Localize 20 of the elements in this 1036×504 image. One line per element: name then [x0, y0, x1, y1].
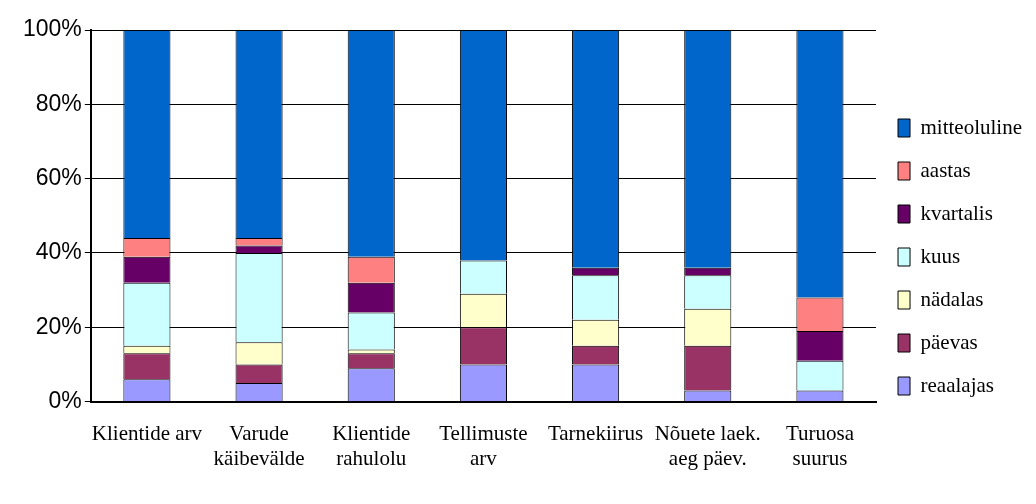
- x-tick-label: Tarnekiirus: [547, 420, 644, 445]
- legend-label: reaalajas: [920, 372, 994, 397]
- legend-label: kuus: [920, 243, 961, 268]
- y-tick-label: 100%: [23, 15, 82, 42]
- legend-label: päevas: [920, 329, 978, 354]
- x-tick-label: Klientide rahulolu: [332, 420, 411, 470]
- legend-label: mitteoluline: [920, 114, 1022, 139]
- y-tick-label: 40%: [35, 238, 82, 265]
- y-tick-label: 80%: [35, 89, 82, 116]
- x-tick-label: Nõuete laek. aeg päev.: [654, 420, 761, 470]
- legend-label: aastas: [920, 157, 971, 182]
- y-tick-label: 60%: [35, 163, 82, 190]
- y-tick-label: 20%: [35, 312, 82, 339]
- legend-label: kvartalis: [920, 200, 993, 225]
- x-tick-label: Varude käibevälde: [213, 420, 305, 470]
- x-tick-label: Tellimuste arv: [439, 420, 528, 470]
- x-tick-label: Turuosa suurus: [785, 420, 855, 470]
- y-tick-label: 0%: [48, 386, 82, 413]
- x-tick-label: Klientide arv: [91, 420, 203, 445]
- legend-label: nädalas: [920, 286, 984, 311]
